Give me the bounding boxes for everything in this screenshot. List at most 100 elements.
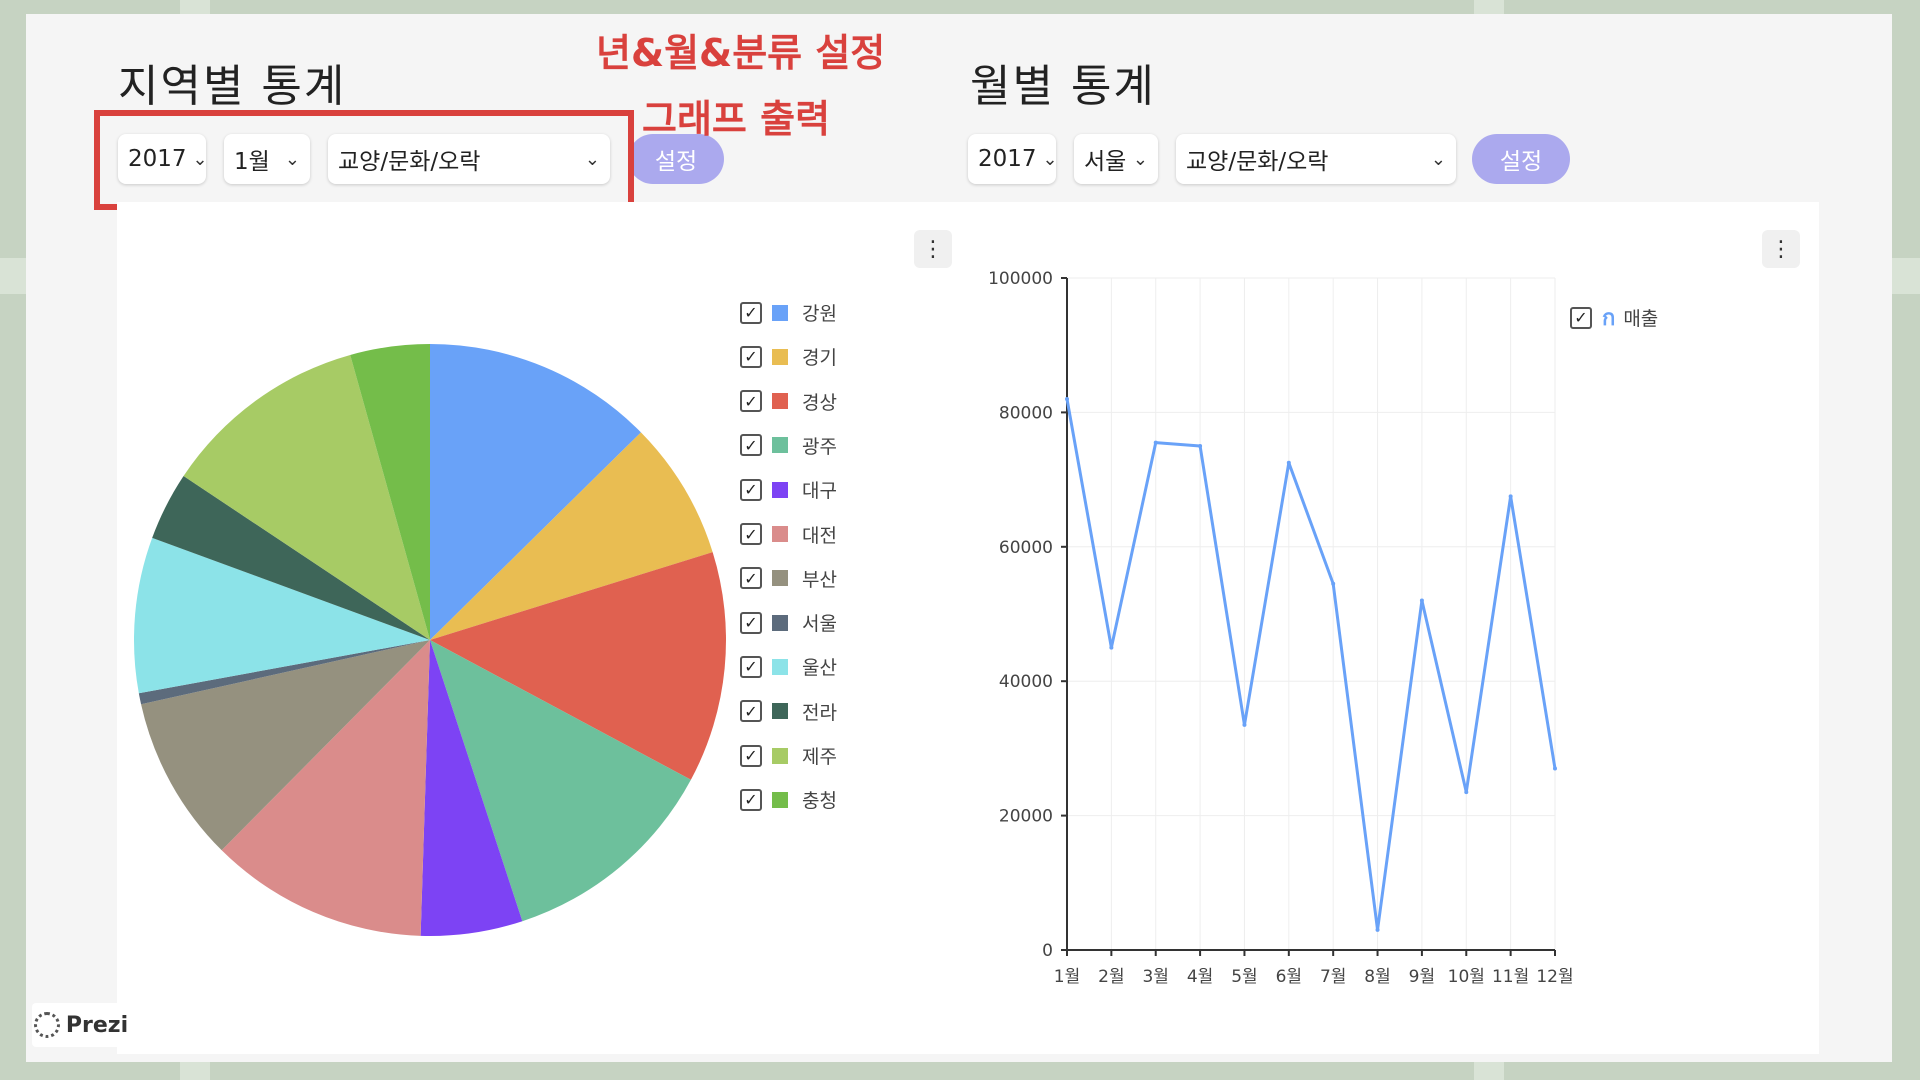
monthly-year-value: 2017 xyxy=(978,146,1037,172)
data-point[interactable] xyxy=(1331,581,1336,586)
data-point[interactable] xyxy=(1286,460,1291,465)
legend-swatch xyxy=(772,614,788,631)
pie-slice-전라[interactable] xyxy=(152,476,430,640)
pie-legend-item[interactable]: ✓ 광주 xyxy=(740,432,837,459)
pie-slice-충청[interactable] xyxy=(350,344,430,640)
prezi-label: Prezi xyxy=(65,1012,129,1038)
checkbox-icon[interactable]: ✓ xyxy=(740,788,762,811)
pie-menu-icon[interactable]: ⋮ xyxy=(914,230,952,268)
legend-swatch xyxy=(772,570,788,587)
pie-legend-item[interactable]: ✓ 울산 xyxy=(740,653,837,680)
monthly-category-value: 교양/문화/오락 xyxy=(1186,149,1329,175)
y-tick-label: 20000 xyxy=(999,807,1053,827)
legend-label: 울산 xyxy=(802,657,837,680)
pie-slice-울산[interactable] xyxy=(134,537,431,694)
x-tick-label: 8월 xyxy=(1364,967,1390,987)
monthly-year-select[interactable]: 2017 ⌄ xyxy=(968,134,1058,184)
data-point[interactable] xyxy=(1153,440,1158,445)
pie-slice-경상[interactable] xyxy=(430,552,726,780)
data-point[interactable] xyxy=(1198,444,1203,448)
x-tick-label: 6월 xyxy=(1276,967,1302,987)
legend-swatch xyxy=(772,791,788,808)
legend-label: 경상 xyxy=(802,391,837,414)
x-tick-label: 12월 xyxy=(1536,967,1573,987)
checkbox-icon[interactable]: ✓ xyxy=(740,478,762,501)
pie-slice-경기[interactable] xyxy=(430,432,713,640)
legend-label: 강원 xyxy=(802,303,837,325)
pie-legend-item[interactable]: ✓ 강원 xyxy=(740,299,837,326)
pie-legend-item[interactable]: ✓ 서울 xyxy=(740,609,837,636)
pie-chart xyxy=(134,344,726,936)
monthly-title: 월별 통계 xyxy=(970,61,1156,112)
monthly-region-select[interactable]: 서울 ⌄ xyxy=(1074,134,1158,184)
legend-label: 광주 xyxy=(802,435,837,458)
y-tick-label: 40000 xyxy=(999,672,1053,692)
data-point[interactable] xyxy=(1464,790,1469,795)
regional-year-select[interactable]: 2017 ⌄ xyxy=(118,134,208,184)
regional-set-button[interactable]: 설정 xyxy=(628,134,724,184)
regional-month-select[interactable]: 1월 ⌄ xyxy=(224,134,310,184)
checkbox-icon[interactable]: ✓ xyxy=(740,700,762,723)
prezi-badge[interactable]: Prezi xyxy=(32,1003,130,1047)
monthly-set-button[interactable]: 설정 xyxy=(1472,134,1570,184)
legend-label: 전라 xyxy=(802,701,837,724)
legend-swatch xyxy=(772,348,788,365)
legend-label: 대구 xyxy=(802,480,837,503)
data-point[interactable] xyxy=(1109,645,1114,650)
x-tick-label: 3월 xyxy=(1142,967,1168,987)
checkbox-icon[interactable]: ✓ xyxy=(740,744,762,767)
pie-legend-item[interactable]: ✓ 대전 xyxy=(740,521,837,548)
legend-swatch xyxy=(772,481,788,498)
legend-label: 대전 xyxy=(802,524,837,547)
data-point[interactable] xyxy=(1065,396,1069,401)
pie-legend-item[interactable]: ✓ 충청 xyxy=(740,786,837,813)
line-chart: 0 20000 40000 60000 80000 100000 1월 2월 3월 4월 5월 6월 7… xyxy=(988,269,1574,987)
legend-swatch xyxy=(772,304,788,321)
y-tick-label: 60000 xyxy=(999,538,1053,558)
checkbox-icon[interactable]: ✓ xyxy=(740,434,762,457)
checkbox-icon[interactable]: ✓ xyxy=(740,611,762,634)
line-legend-item[interactable]: ✓ ก 매출 xyxy=(1570,300,1658,335)
checkbox-icon[interactable]: ✓ xyxy=(740,523,762,545)
chevron-down-icon: ⌄ xyxy=(192,148,208,170)
x-tick-label: 10월 xyxy=(1448,967,1485,987)
legend-label: 충청 xyxy=(802,790,837,813)
checkbox-icon[interactable]: ✓ xyxy=(740,655,762,678)
pie-slice-강원[interactable] xyxy=(430,344,641,640)
data-point[interactable] xyxy=(1553,766,1557,771)
regional-category-select[interactable]: 교양/문화/오락 ⌄ xyxy=(328,134,610,184)
y-tick-label: 100000 xyxy=(988,269,1053,289)
pie-slice-서울[interactable] xyxy=(138,640,431,705)
x-tick-label: 7월 xyxy=(1320,967,1346,987)
chevron-down-icon: ⌄ xyxy=(584,148,600,170)
checkbox-icon[interactable]: ✓ xyxy=(1570,306,1592,329)
checkbox-icon[interactable]: ✓ xyxy=(740,567,762,590)
pie-legend-item[interactable]: ✓ 경기 xyxy=(740,343,837,370)
pie-legend-item[interactable]: ✓ 제주 xyxy=(740,742,837,769)
pie-slice-대구[interactable] xyxy=(420,640,523,936)
checkbox-icon[interactable]: ✓ xyxy=(740,390,762,413)
pie-legend-item[interactable]: ✓ 대구 xyxy=(740,476,837,503)
data-point[interactable] xyxy=(1375,927,1380,932)
pie-legend-item[interactable]: ✓ 부산 xyxy=(740,565,837,592)
pie-slice-제주[interactable] xyxy=(183,354,430,640)
legend-swatch xyxy=(772,747,788,764)
checkbox-icon[interactable]: ✓ xyxy=(740,301,762,324)
legend-label: 서울 xyxy=(802,613,837,636)
legend-swatch xyxy=(772,526,788,542)
checkbox-icon[interactable]: ✓ xyxy=(740,345,762,368)
data-point[interactable] xyxy=(1242,722,1247,727)
series-line-매출[interactable] xyxy=(1065,398,1557,932)
chevron-down-icon: ⌄ xyxy=(284,148,300,170)
pie-slice-광주[interactable] xyxy=(430,640,691,922)
monthly-category-select[interactable]: 교양/문화/오락 ⌄ xyxy=(1176,134,1456,184)
data-point[interactable] xyxy=(1419,598,1424,603)
line-menu-icon[interactable]: ⋮ xyxy=(1762,230,1800,268)
x-tick-label: 4월 xyxy=(1187,967,1213,987)
data-point[interactable] xyxy=(1508,494,1513,499)
pie-slice-대전[interactable] xyxy=(221,640,430,936)
pie-legend-item[interactable]: ✓ 전라 xyxy=(740,698,837,725)
pie-legend-item[interactable]: ✓ 경상 xyxy=(740,388,837,415)
chevron-down-icon: ⌄ xyxy=(1132,148,1148,170)
pie-slice-부산[interactable] xyxy=(141,640,430,851)
